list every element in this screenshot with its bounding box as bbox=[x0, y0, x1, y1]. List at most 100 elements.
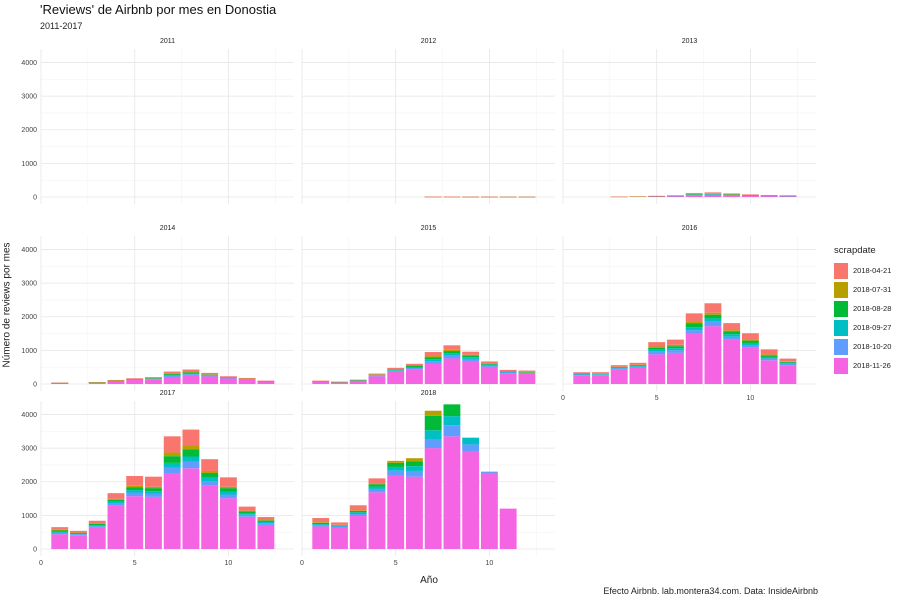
bar-segment bbox=[312, 526, 330, 549]
bar-segment bbox=[443, 425, 461, 437]
x-tick-label: 5 bbox=[394, 560, 398, 567]
bar-segment bbox=[126, 476, 144, 486]
bar-segment bbox=[480, 471, 498, 473]
bar-segment bbox=[219, 378, 237, 384]
bar-segment bbox=[126, 487, 144, 491]
bar-segment bbox=[685, 195, 703, 197]
bar-segment bbox=[723, 339, 741, 384]
bar-segment bbox=[704, 318, 722, 322]
bar-segment bbox=[70, 533, 87, 535]
bar-segment bbox=[499, 371, 517, 372]
bar-segment bbox=[592, 375, 609, 384]
bar-segment bbox=[312, 525, 330, 527]
bar-segment bbox=[238, 377, 256, 379]
bar-segment bbox=[499, 369, 517, 372]
bar-segment bbox=[88, 523, 106, 526]
bar-segment bbox=[424, 439, 442, 449]
bar-segment bbox=[387, 470, 405, 475]
y-tick-label: 2000 bbox=[21, 479, 37, 486]
bar-segment bbox=[443, 436, 461, 549]
bar-segment bbox=[760, 360, 778, 384]
bar-segment bbox=[518, 372, 536, 374]
bar-segment bbox=[349, 512, 367, 515]
bar-segment bbox=[368, 484, 386, 487]
bar-segment bbox=[331, 525, 348, 526]
bar-segment bbox=[592, 374, 609, 375]
bar-segment bbox=[610, 367, 628, 369]
bar-segment bbox=[163, 375, 181, 377]
bar-segment bbox=[723, 336, 741, 340]
bar-segment bbox=[387, 370, 405, 371]
y-tick-label: 3000 bbox=[21, 94, 37, 101]
bar-segment bbox=[648, 349, 666, 352]
bar-segment bbox=[648, 347, 666, 350]
bar-segment bbox=[163, 374, 181, 376]
facet-label: 2016 bbox=[682, 225, 698, 232]
bar-segment bbox=[107, 499, 125, 502]
bar-segment bbox=[573, 374, 591, 375]
bar-segment bbox=[648, 196, 666, 197]
x-tick-label: 10 bbox=[747, 395, 755, 402]
chart-subtitle: 2011-2017 bbox=[40, 21, 83, 31]
bar-segment bbox=[163, 452, 181, 457]
bar-segment bbox=[648, 351, 666, 355]
bar-segment bbox=[126, 492, 144, 497]
bar-segment bbox=[723, 334, 741, 337]
bar-segment bbox=[257, 381, 275, 384]
bar-segment bbox=[368, 488, 386, 493]
bar-segment bbox=[518, 370, 536, 372]
bar-segment bbox=[499, 372, 517, 374]
bar-segment bbox=[368, 483, 386, 485]
bar-segment bbox=[163, 375, 181, 376]
bar-segment bbox=[424, 363, 442, 384]
y-axis-label: Número de reviews por mes bbox=[1, 242, 13, 368]
bar-segment bbox=[145, 379, 162, 384]
bar-segment bbox=[443, 416, 461, 426]
bar-segment bbox=[312, 381, 330, 384]
bar-segment bbox=[257, 521, 275, 524]
bar-segment bbox=[573, 374, 591, 376]
bar-segment bbox=[257, 523, 275, 525]
bar-segment bbox=[406, 476, 423, 549]
x-tick-label: 10 bbox=[225, 560, 233, 567]
bar-segment bbox=[349, 514, 367, 517]
bar-segment bbox=[88, 525, 106, 527]
x-tick-label: 5 bbox=[133, 560, 137, 567]
bar-segment bbox=[163, 456, 181, 463]
bar-segment bbox=[406, 461, 423, 467]
bar-segment bbox=[573, 373, 591, 375]
bar-segment bbox=[629, 366, 647, 368]
y-tick-label: 4000 bbox=[21, 60, 37, 67]
bar-segment bbox=[182, 373, 200, 375]
bar-segment bbox=[592, 372, 609, 374]
bar-segment bbox=[406, 470, 423, 477]
bar-segment bbox=[443, 358, 461, 384]
bar-segment bbox=[723, 330, 741, 332]
bar-segment bbox=[368, 478, 386, 484]
bar-segment bbox=[779, 363, 797, 366]
bar-segment bbox=[462, 360, 480, 384]
y-tick-label: 4000 bbox=[21, 412, 37, 419]
bar-segment bbox=[163, 376, 181, 384]
bar-segment bbox=[238, 379, 256, 384]
bar-segment bbox=[219, 494, 237, 499]
bar-segment bbox=[779, 358, 797, 362]
bar-segment bbox=[424, 357, 442, 360]
bar-segment bbox=[480, 472, 498, 549]
y-tick-label: 1000 bbox=[21, 513, 37, 520]
bar-segment bbox=[462, 358, 480, 361]
facet-label: 2013 bbox=[682, 38, 698, 45]
bar-segment bbox=[387, 370, 405, 372]
bar-segment bbox=[257, 520, 275, 522]
bar-segment bbox=[163, 371, 181, 374]
bar-segment bbox=[331, 525, 348, 527]
bar-segment bbox=[387, 475, 405, 549]
bar-segment bbox=[182, 372, 200, 374]
bar-segment bbox=[182, 468, 200, 549]
bar-segment bbox=[462, 357, 480, 359]
bar-segment bbox=[107, 505, 125, 549]
bar-segment bbox=[667, 348, 684, 351]
bar-segment bbox=[107, 381, 125, 384]
bar-segment bbox=[424, 352, 442, 357]
bar-segment bbox=[107, 503, 125, 506]
